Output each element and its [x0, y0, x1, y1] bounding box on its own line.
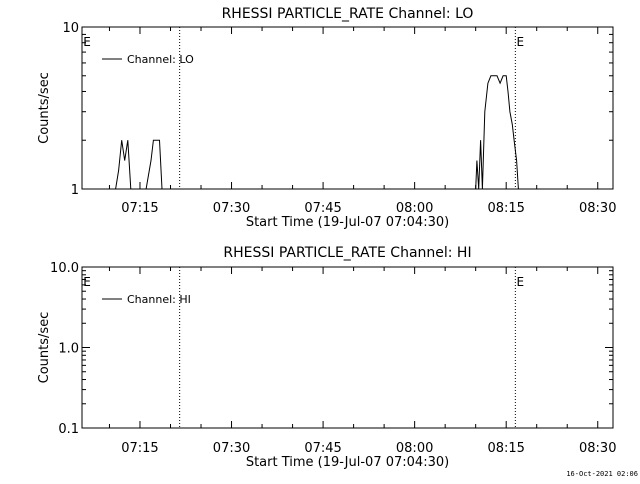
panel-1-title: RHESSI PARTICLE_RATE Channel: LO	[222, 6, 474, 22]
panel-1-x-tick-label: 07:15	[121, 201, 158, 216]
panel-1-plot-frame	[81, 26, 614, 190]
panel-2-x-tick-label: 07:15	[121, 441, 158, 456]
panel-2-title: RHESSI PARTICLE_RATE Channel: HI	[223, 245, 471, 261]
panel-2-x-tick-label: 08:30	[579, 441, 616, 456]
panel-1-y-axis-label: Counts/sec	[37, 72, 52, 144]
panel-1-x-tick-label: 07:45	[304, 201, 341, 216]
panel-2-event-marker: E	[517, 275, 525, 289]
panel-1-y-tick-label: 1	[71, 183, 79, 198]
panel-1-x-tick-label: 08:00	[396, 201, 433, 216]
panel-1-event-marker: E	[83, 35, 91, 49]
panel-2-y-axis-label: Counts/sec	[37, 312, 52, 384]
panel-2-x-tick-label: 07:45	[304, 441, 341, 456]
panel-1-legend-label: Channel: LO	[127, 53, 194, 66]
panel-2-plot-frame	[81, 266, 614, 429]
panel-2-y-tick-label: 1.0	[58, 342, 79, 357]
panel-2-event-marker: E	[83, 275, 91, 289]
panel-1-series-line-1	[82, 75, 613, 190]
panel-1-event-marker: E	[517, 35, 525, 49]
panel-2-x-tick-label: 07:30	[213, 441, 250, 456]
panel-2-legend-label: Channel: HI	[127, 293, 191, 306]
panel-1-x-axis-label: Start Time (19-Jul-07 07:04:30)	[246, 215, 449, 230]
panel-2-x-axis-label: Start Time (19-Jul-07 07:04:30)	[246, 455, 449, 470]
panel-1-x-tick-label: 08:30	[579, 201, 616, 216]
panel-2-y-tick-label: 0.1	[58, 422, 79, 437]
panel-2-x-tick-label: 08:00	[396, 441, 433, 456]
timestamp-footer: 16-Oct-2021 02:06	[566, 470, 638, 478]
panel-1-y-tick-label: 10	[62, 21, 79, 36]
panel-1-x-tick-label: 08:15	[487, 201, 524, 216]
panel-1-x-tick-label: 07:30	[213, 201, 250, 216]
panel-2-y-tick-label: 10.0	[50, 261, 79, 276]
panel-2-x-tick-label: 08:15	[487, 441, 524, 456]
